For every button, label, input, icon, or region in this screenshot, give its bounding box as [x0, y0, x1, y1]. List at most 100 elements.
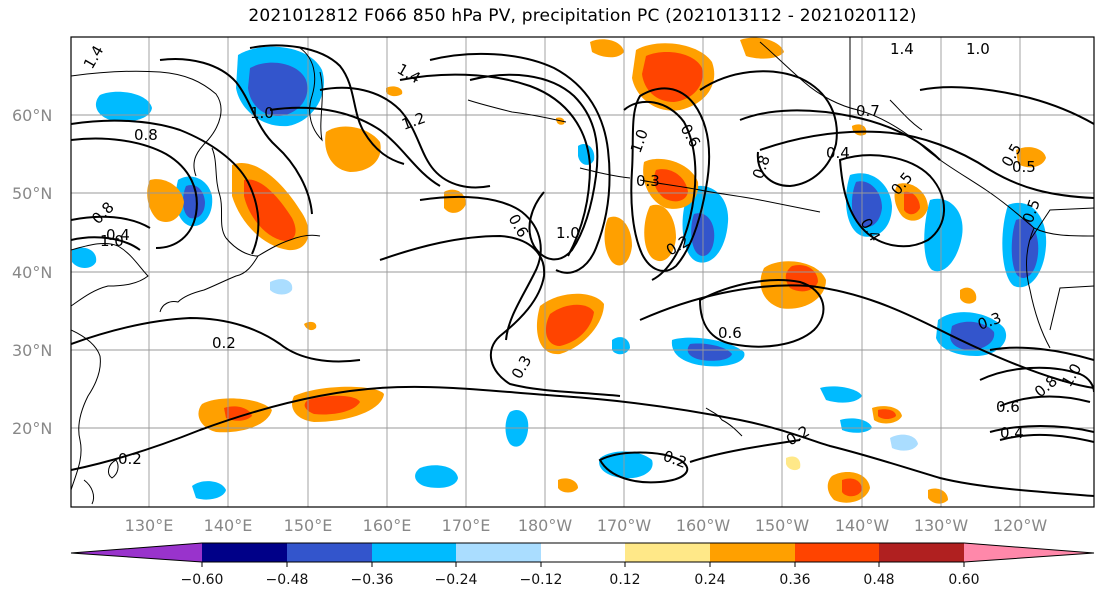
- colorbar-segment-2: [287, 543, 372, 562]
- colorbar-segment-1: [202, 543, 287, 562]
- pv-contour-ne-1: [699, 70, 838, 188]
- pv-contour-1.2-trough: [399, 73, 592, 257]
- coast-kuril: [257, 234, 321, 257]
- pv-contour-high: [838, 154, 945, 248]
- coast-islands-2: [83, 479, 95, 505]
- contour-label: 0.8: [88, 198, 118, 228]
- colorbar-tick-label: −0.60: [181, 572, 224, 588]
- colorbar-segment-7: [710, 543, 795, 562]
- colorbar-tick-label: −0.48: [266, 572, 309, 588]
- shade-negative-17: [578, 143, 595, 165]
- contour-label: 1.4: [80, 42, 108, 72]
- longitude-labels: 130°E 140°E 150°E 160°E 170°E 180°W 170°…: [125, 516, 1048, 535]
- contour-label: 0.6: [996, 398, 1020, 416]
- contour-label: 1.0: [250, 104, 274, 122]
- coast-na-border: [1029, 207, 1094, 331]
- pv-contour-0.2-west: [71, 316, 361, 363]
- pv-contour-west-6: [269, 106, 441, 187]
- colorbar-tick-label: −0.24: [435, 572, 478, 588]
- colorbar-segment-8: [795, 543, 879, 562]
- shade-positive-23: [386, 86, 403, 97]
- shade-positive-13-core: [224, 406, 252, 421]
- latitude-labels: 60°N 50°N 40°N 30°N 20°N: [12, 106, 52, 438]
- colorbar-segment-0: [71, 543, 202, 562]
- coast-aleutians: [467, 99, 631, 179]
- contour-label: 0.2: [661, 447, 690, 472]
- contour-label: 1.4: [890, 40, 914, 58]
- pv-contours: [71, 44, 1094, 497]
- pv-contour-ne-4: [919, 86, 1094, 125]
- shade-negative-12: [599, 451, 653, 479]
- coast-hawaii: [705, 407, 743, 437]
- coast-alaska-inner: [849, 37, 923, 131]
- colorbar-ticks: [201, 562, 965, 567]
- lon-label: 130°E: [125, 516, 174, 535]
- pv-contour-west-5: [319, 86, 491, 189]
- pv-contour-1.4-trough: [429, 52, 611, 274]
- contour-label: 1.2: [399, 109, 428, 134]
- coast-japan: [159, 237, 259, 313]
- shade-positive-21: [928, 488, 948, 504]
- shade-negative-15: [840, 418, 872, 433]
- colorbar-segment-3: [372, 543, 456, 562]
- contour-label: 0.6: [718, 324, 742, 342]
- shade-positive-24: [852, 124, 867, 136]
- pv-contour-0.3-mid: [379, 234, 621, 397]
- shade-negative-9-core: [687, 343, 732, 361]
- shade-positive-3: [590, 39, 624, 58]
- shade-negative-6: [924, 198, 963, 272]
- colorbar-tick-label: 0.48: [863, 572, 894, 588]
- shade-positive-14-core: [304, 395, 360, 415]
- colorbar: −0.60 −0.48 −0.36 −0.24 −0.12 0.12 0.24 …: [70, 542, 1095, 588]
- shade-negative-8-core: [950, 321, 995, 350]
- shade-positive-20: [558, 478, 578, 493]
- shade-positive-16-core: [878, 409, 896, 419]
- colorbar-tick-label: 0.36: [779, 572, 810, 588]
- coast-na-west: [1026, 227, 1051, 349]
- coast-kamchatka: [299, 47, 323, 142]
- shade-positive-25: [304, 321, 317, 331]
- shade-negative-20: [270, 279, 293, 295]
- pv-contour-ridge-2: [623, 101, 697, 281]
- contour-label: 1.0: [100, 232, 124, 250]
- shade-positive-11-core: [545, 304, 594, 346]
- lon-label: 130°W: [914, 516, 969, 535]
- shade-negative-14: [820, 386, 862, 403]
- shade-positive-10: [604, 216, 632, 266]
- lon-label: 140°W: [835, 516, 890, 535]
- shade-positive-17-core: [904, 191, 920, 215]
- pv-contour-0.6-east: [698, 279, 825, 348]
- graticule: [71, 37, 1094, 507]
- lat-label: 50°N: [12, 184, 52, 203]
- pv-contour-0.4-east: [999, 433, 1094, 443]
- lon-label: 140°E: [204, 516, 253, 535]
- contour-label: 0.2: [212, 334, 236, 352]
- pv-contour-0.2-tail: [689, 439, 801, 463]
- lat-label: 20°N: [12, 419, 52, 438]
- shade-positive-18: [1016, 147, 1046, 168]
- map-frame: [70, 36, 1095, 508]
- pv-contour-0.6-mid: [419, 195, 542, 341]
- shade-negative-16: [890, 434, 918, 451]
- lon-label: 160°E: [363, 516, 412, 535]
- contour-label: 0.3: [508, 352, 536, 382]
- contour-label: 0.4: [1000, 424, 1024, 442]
- shade-negative-1-core: [248, 62, 308, 117]
- shade-negative-11: [415, 465, 458, 488]
- shade-positive-5-core: [244, 179, 296, 241]
- colorbar-tick-label: 0.60: [948, 572, 979, 588]
- pv-contour-0.2-south: [71, 385, 1094, 497]
- lon-label: 180°W: [518, 516, 573, 535]
- pv-contour-east-low-3: [999, 395, 1091, 407]
- coast-china-south: [71, 329, 101, 491]
- pv-contour-west-4: [249, 44, 405, 165]
- lon-label: 170°W: [597, 516, 652, 535]
- lat-label: 60°N: [12, 106, 52, 125]
- shade-positive-9: [644, 204, 676, 262]
- colorbar-tick-label: −0.12: [520, 572, 563, 588]
- coast-asia-north: [71, 70, 222, 177]
- coast-korea-china: [71, 243, 149, 307]
- pv-contour-ridge-1: [630, 87, 711, 272]
- pv-contour-west-2: [71, 137, 198, 249]
